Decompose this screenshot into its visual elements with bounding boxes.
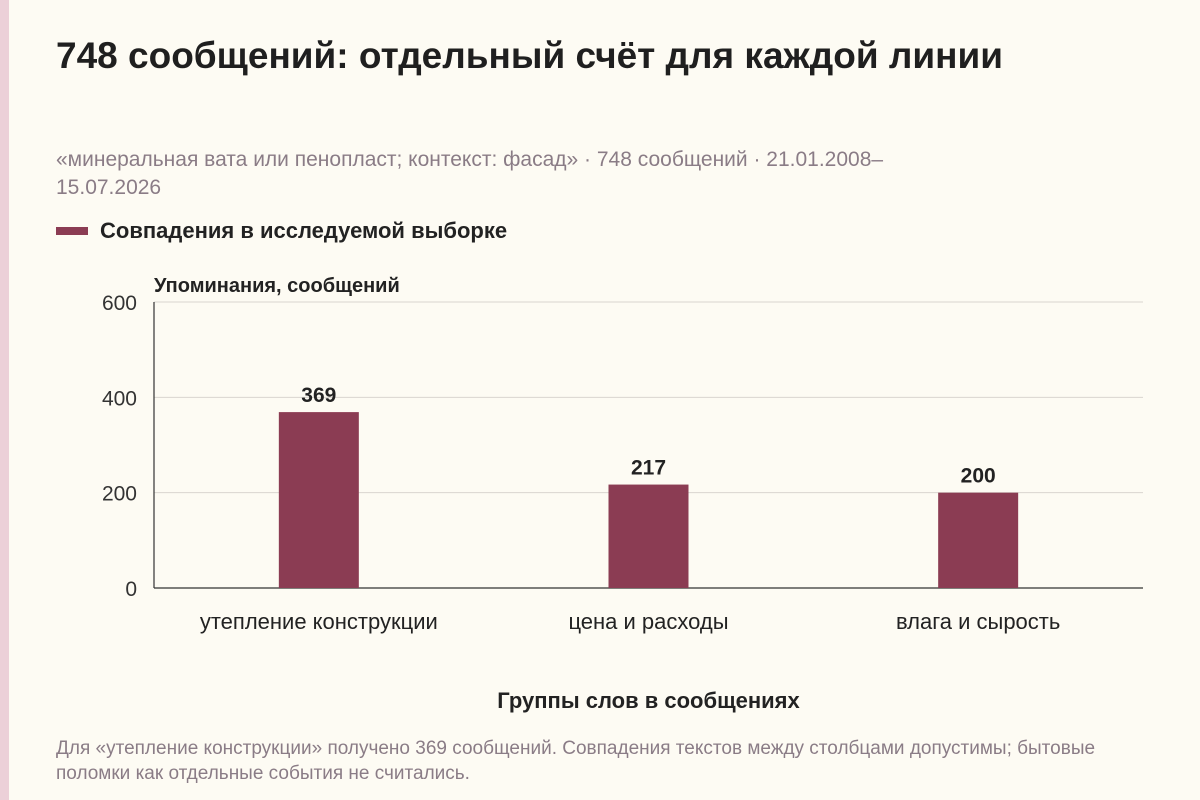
bar <box>938 492 1019 588</box>
footnote: Для «утепление конструкции» получено 369… <box>56 738 1096 784</box>
chart-title: 748 сообщений: отдельный счёт для каждой… <box>56 35 1003 76</box>
chart-subtitle: «минеральная вата или пенопласт; контекс… <box>56 148 884 199</box>
bar-value-label: 200 <box>961 465 996 488</box>
legend-swatch <box>56 227 88 235</box>
x-tick-label: цена и расходы <box>568 609 728 634</box>
legend-label: Совпадения в исследуемой выборке <box>100 218 508 243</box>
y-tick-label: 400 <box>102 387 137 410</box>
y-axis-label: Упоминания, сообщений <box>154 275 400 297</box>
x-tick-label: утепление конструкции <box>200 609 438 634</box>
bar <box>278 412 359 588</box>
x-tick-label: влага и сырость <box>896 609 1060 634</box>
y-tick-label: 200 <box>102 483 137 506</box>
bar <box>608 484 689 588</box>
legend: Совпадения в исследуемой выборке <box>56 218 507 244</box>
bar-value-label: 217 <box>631 457 666 480</box>
y-tick-label: 600 <box>102 292 137 315</box>
edge-stripe <box>0 0 9 800</box>
bar-value-label: 369 <box>301 384 336 407</box>
y-tick-label: 0 <box>125 578 137 601</box>
x-axis-label: Группы слов в сообщениях <box>497 688 800 713</box>
